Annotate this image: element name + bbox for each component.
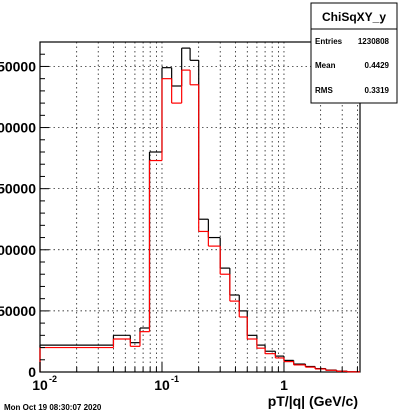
y-tick-label: 100000 [0, 242, 36, 258]
stats-rms-value: 0.3319 [365, 86, 390, 95]
x-axis-label: pT/|q| (GeV/c) [268, 393, 358, 409]
y-tick-label: 200000 [0, 120, 36, 136]
x-tick-label: 10 [32, 377, 48, 393]
x-tick-exponent: -1 [171, 374, 179, 384]
timestamp: Mon Oct 19 08:30:07 2020 [4, 403, 102, 412]
stats-mean-value: 0.4429 [365, 61, 390, 70]
y-tick-label: 150000 [0, 181, 36, 197]
y-tick-label: 0 [28, 364, 36, 380]
axes: 10-210-11050000100000150000200000250000 [0, 41, 358, 393]
x-tick-exponent: -2 [49, 374, 57, 384]
y-tick-label: 250000 [0, 58, 36, 74]
stats-rms-label: RMS [315, 86, 333, 95]
stats-box: ChiSqXY_y Entries 1230808 Mean 0.4429 RM… [310, 2, 398, 104]
x-tick-label: 10 [154, 377, 170, 393]
stats-box-frame [310, 2, 398, 104]
stats-box-title: ChiSqXY_y [322, 10, 386, 24]
stats-mean-label: Mean [315, 61, 336, 70]
plot-frame [39, 41, 361, 373]
stats-entries-value: 1230808 [358, 37, 390, 46]
y-tick-label: 50000 [0, 303, 36, 319]
x-tick-label: 1 [280, 377, 288, 393]
stats-entries-label: Entries [315, 37, 343, 46]
